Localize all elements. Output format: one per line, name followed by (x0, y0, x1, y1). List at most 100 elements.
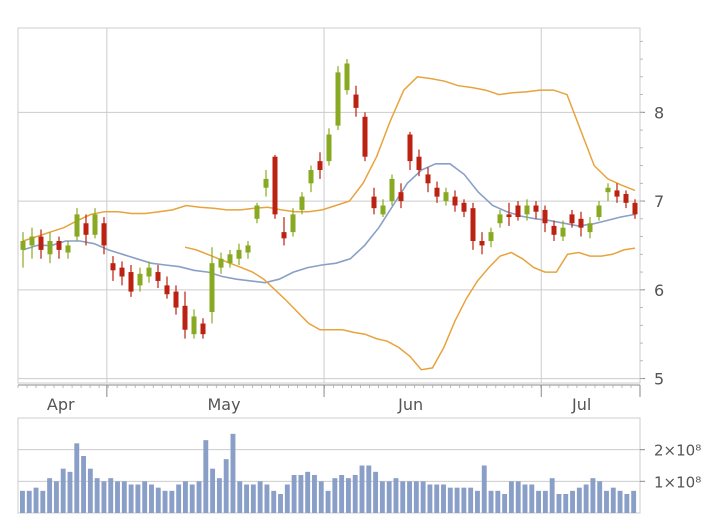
candle-body (452, 196, 458, 206)
candle (83, 214, 89, 246)
volume-bar (583, 484, 589, 513)
candle (146, 261, 152, 283)
candle (92, 208, 98, 239)
volume-panel: 1×10⁸ 2×10⁸ (17, 417, 701, 514)
candle-body (191, 316, 197, 335)
volume-bar (94, 478, 100, 513)
candle-body (254, 205, 260, 219)
candle-body (389, 178, 395, 202)
candle (452, 190, 458, 212)
volume-bar (590, 478, 596, 513)
x-tick-label: Apr (47, 395, 75, 414)
candle-body (209, 263, 215, 312)
candle-body (605, 187, 611, 193)
candle (29, 227, 35, 259)
volume-bar (291, 475, 297, 513)
candle-body (587, 223, 593, 233)
volume-bar (196, 481, 202, 513)
candle-body (533, 205, 539, 212)
candle (281, 217, 287, 246)
y-tick-label: 8 (654, 103, 664, 122)
volume-bar (549, 478, 555, 513)
candle-body (578, 218, 584, 228)
candle-body (101, 223, 107, 246)
candle (155, 264, 161, 289)
volume-bar (284, 484, 290, 513)
candle (173, 285, 179, 315)
volume-bar (570, 490, 575, 513)
candle (335, 66, 341, 131)
y-tick-label: 5 (654, 370, 664, 389)
volume-bar (624, 494, 630, 513)
volume-bar (176, 484, 182, 513)
candle-body (56, 241, 62, 250)
volume-bar (339, 475, 345, 513)
candle-body (299, 196, 305, 210)
volume-bar (413, 481, 419, 513)
candle (551, 220, 557, 241)
volume-bar (529, 484, 535, 513)
volume-bar (169, 490, 175, 513)
candle-body (344, 63, 350, 91)
candle-body (506, 214, 512, 218)
volume-tick-label: 2×10⁸ (654, 442, 701, 460)
volume-bar (67, 471, 73, 513)
candle (632, 199, 638, 219)
average-line (22, 163, 636, 284)
lower-band-line (184, 246, 636, 371)
x-tick-label: Jul (571, 395, 591, 414)
volume-bar (115, 481, 120, 513)
candle (605, 183, 611, 202)
volume-bar (352, 475, 358, 513)
volume-bar (237, 481, 243, 513)
candle-body (236, 249, 242, 259)
candle-body (335, 72, 341, 126)
volume-tick-label: 1×10⁸ (654, 473, 701, 491)
volume-bar (441, 484, 446, 513)
upper-band-line (22, 76, 636, 242)
candle-body (362, 116, 368, 157)
candle (74, 208, 80, 241)
candle-body (479, 241, 485, 246)
candle-body (92, 214, 98, 235)
volume-bar (26, 490, 32, 513)
volume-bar (182, 481, 188, 513)
candle-body (218, 258, 224, 268)
candle-body (317, 161, 323, 170)
candle-body (524, 205, 530, 215)
volume-bar (461, 487, 467, 513)
volume-bar (203, 440, 209, 513)
volume-bar (264, 484, 270, 513)
volume-bar (87, 468, 93, 513)
candle (524, 199, 530, 221)
volume-bar (434, 484, 440, 513)
candle (623, 190, 629, 209)
candle-body (308, 170, 314, 184)
candle-body (434, 187, 440, 197)
candle (299, 192, 305, 215)
candle (272, 154, 278, 219)
volume-bar (216, 478, 222, 513)
candle-body (551, 225, 557, 235)
candle-body (119, 267, 125, 277)
volume-bar (454, 487, 460, 513)
volume-bar (407, 481, 412, 513)
x-tick-label: May (207, 395, 240, 414)
candle (506, 202, 512, 226)
candle-body (569, 214, 575, 224)
volume-bar (128, 484, 134, 513)
candle-body (560, 227, 566, 237)
candle-body (200, 323, 206, 335)
candle-body (614, 190, 620, 197)
candle-body (326, 134, 332, 162)
candle (542, 205, 548, 233)
x-tick-label: Jun (397, 395, 423, 414)
volume-bar (393, 478, 399, 513)
candle-body (488, 232, 494, 241)
candle-body (290, 214, 296, 233)
candle (515, 201, 521, 221)
candle-body (353, 94, 359, 108)
volume-bar (223, 459, 229, 513)
candle (578, 211, 584, 237)
volume-bar (135, 484, 141, 513)
